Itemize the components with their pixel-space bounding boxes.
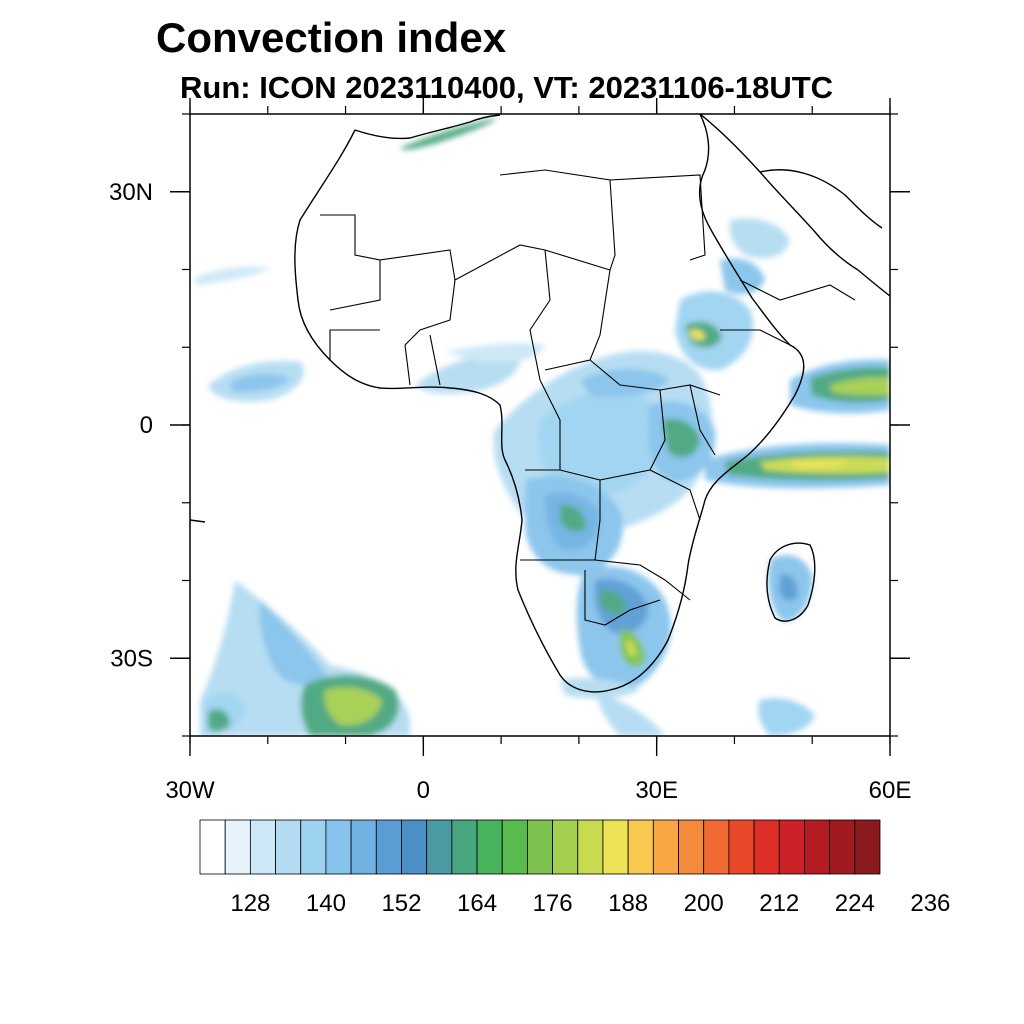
colorbar-swatch xyxy=(527,819,553,875)
x-tick-label: 30E xyxy=(635,777,678,804)
colorbar-swatch xyxy=(778,819,805,875)
colorbar: 128 140 152 164 176 188 200 212 224 236 xyxy=(199,819,950,917)
colorbar-swatch xyxy=(350,819,377,875)
x-tick-label: 60E xyxy=(869,777,912,804)
axis-ticks: 30W 0 30E 60E 30N 0 30S xyxy=(109,98,911,804)
chart-title: Convection index xyxy=(156,14,507,61)
colorbar-swatch xyxy=(652,819,679,875)
colorbar-swatch xyxy=(602,819,629,875)
colorbar-swatch xyxy=(375,819,402,875)
colorbar-swatch xyxy=(451,819,478,875)
colorbar-swatch xyxy=(804,819,831,875)
colorbar-label: 236 xyxy=(910,890,950,917)
country-borders xyxy=(320,169,856,626)
colorbar-swatch xyxy=(224,819,251,875)
colorbar-label: 152 xyxy=(381,890,421,917)
colorbar-swatch xyxy=(854,819,881,875)
colorbar-label: 164 xyxy=(457,890,497,917)
colorbar-swatch xyxy=(325,819,352,875)
colorbar-label: 212 xyxy=(759,890,799,917)
coastlines xyxy=(190,114,890,693)
colorbar-swatch xyxy=(249,819,276,875)
colorbar-swatch xyxy=(275,819,302,875)
colorbar-swatch xyxy=(678,819,705,875)
x-tick-label: 0 xyxy=(417,777,430,804)
colorbar-swatch xyxy=(753,819,780,875)
colorbar-swatch xyxy=(703,819,730,875)
colorbar-label: 224 xyxy=(835,890,875,917)
colorbar-swatch xyxy=(627,819,654,875)
colorbar-label: 200 xyxy=(684,890,724,917)
y-tick-label: 30S xyxy=(110,645,153,672)
colorbar-swatch xyxy=(300,819,327,875)
colorbar-swatch xyxy=(401,819,428,875)
chart-subtitle: Run: ICON 2023110400, VT: 20231106-18UTC xyxy=(180,70,834,105)
colorbar-swatch xyxy=(728,819,755,875)
y-tick-label: 30N xyxy=(109,179,153,206)
colorbar-label: 188 xyxy=(608,890,648,917)
colorbar-swatch xyxy=(501,819,528,875)
colorbar-label: 128 xyxy=(230,890,270,917)
colorbar-swatch xyxy=(577,819,604,875)
colorbar-swatch xyxy=(426,819,453,875)
x-tick-label: 30W xyxy=(165,777,215,804)
colorbar-swatch xyxy=(199,819,226,875)
colorbar-swatch xyxy=(476,819,503,875)
y-tick-label: 0 xyxy=(140,412,153,439)
colorbar-swatch xyxy=(829,819,856,875)
colorbar-label: 140 xyxy=(306,890,346,917)
colorbar-swatch xyxy=(552,819,579,875)
colorbar-label: 176 xyxy=(533,890,573,917)
